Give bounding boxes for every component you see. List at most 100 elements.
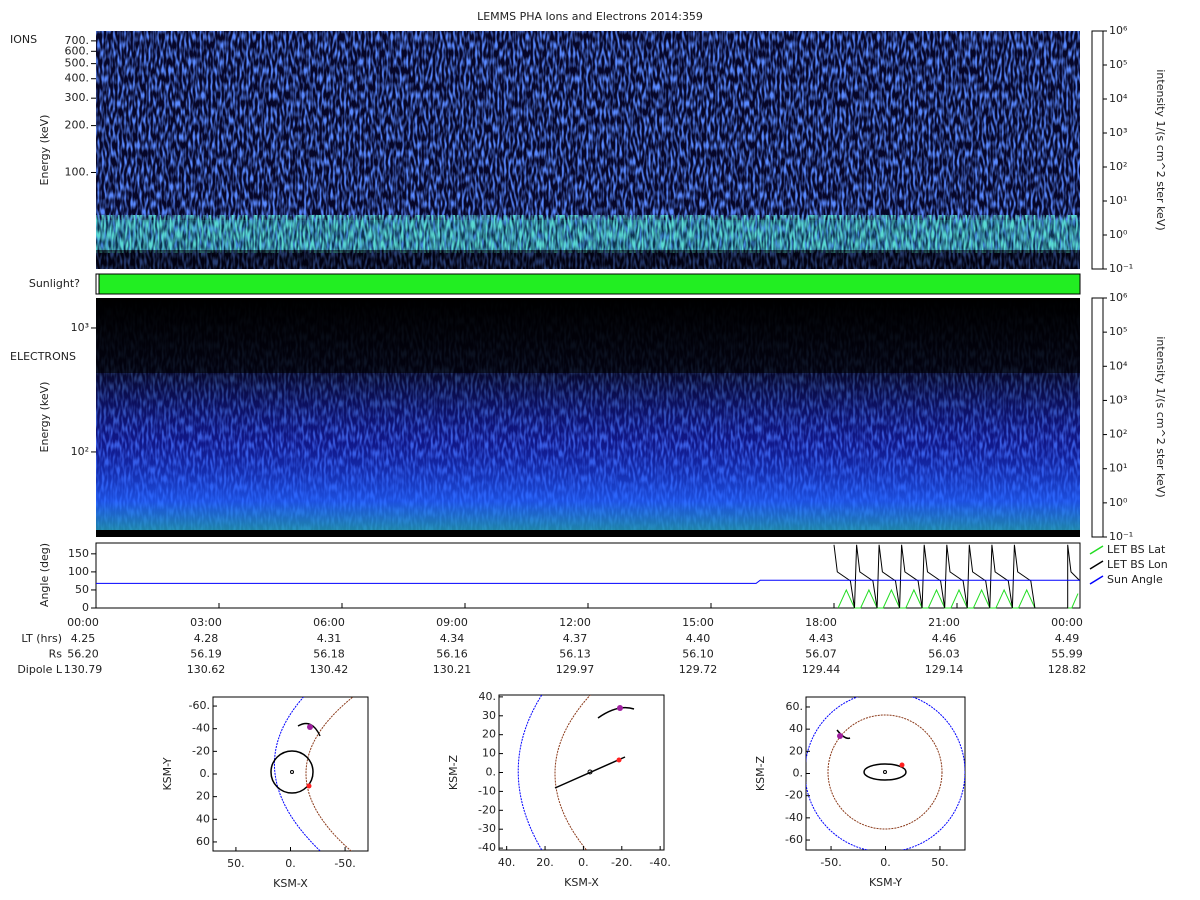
y-axis-label: KSM-Y — [161, 757, 174, 790]
electrons-label: ELECTRONS — [10, 350, 76, 363]
y-tick-label: 200. — [65, 119, 90, 132]
y-tick-label: -60 — [785, 833, 803, 846]
x-tick-label: 0. — [285, 857, 296, 870]
colorbar-tick-label: 10⁶ — [1109, 291, 1128, 304]
ephemeris-value: 129.14 — [925, 663, 964, 676]
ephemeris-value: 56.20 — [67, 648, 99, 661]
y-tick-label: -60. — [189, 699, 210, 712]
x-tick-label: -40. — [649, 856, 670, 869]
x-tick-label: 40. — [498, 856, 516, 869]
y-tick-label: -40 — [478, 841, 496, 854]
y-tick-label: 400. — [65, 72, 90, 85]
ephemeris-value: 129.72 — [679, 663, 718, 676]
colorbar-title: intensity 1/(s cm^2 ster keV) — [1154, 336, 1167, 497]
x-tick-label: -20. — [611, 856, 632, 869]
y-tick-label: 20 — [196, 790, 210, 803]
x-tick-label: 50. — [227, 857, 245, 870]
y-tick-label: 40 — [196, 812, 210, 825]
y-axis-label: Energy (keV) — [38, 115, 51, 186]
y-tick-label: 100. — [65, 165, 90, 178]
y-tick-label: -20 — [192, 744, 210, 757]
x-axis-label: KSM-X — [273, 877, 308, 890]
x-tick-label: 00:00 — [67, 616, 99, 629]
x-tick-label: 0. — [578, 856, 589, 869]
x-tick-label: 50. — [931, 856, 949, 869]
ephemeris-value: 4.31 — [317, 632, 342, 645]
colorbar-tick-label: 10⁻¹ — [1109, 530, 1133, 543]
x-tick-label: 0. — [880, 856, 891, 869]
x-tick-label: 00:00 — [1051, 616, 1083, 629]
title: LEMMS PHA Ions and Electrons 2014:359 — [477, 10, 703, 23]
x-tick-label: -50. — [820, 856, 841, 869]
ephemeris-value: 130.21 — [433, 663, 472, 676]
angle-line — [833, 544, 1081, 609]
x-tick-label: 20. — [536, 856, 554, 869]
sunlight-label: Sunlight? — [29, 277, 80, 290]
y-axis-label: Energy (keV) — [38, 382, 51, 453]
ephemeris-label: Dipole L — [17, 663, 63, 676]
colorbar-title: intensity 1/(s cm^2 ster keV) — [1154, 69, 1167, 230]
ephemeris-value: 130.42 — [310, 663, 349, 676]
x-tick-label: 03:00 — [190, 616, 222, 629]
y-axis-label: KSM-Z — [754, 755, 767, 791]
sunlight-gap — [95, 273, 100, 295]
y-tick-label: 50 — [75, 583, 89, 596]
legend-swatch — [1089, 545, 1104, 555]
ephemeris-value: 4.43 — [809, 632, 834, 645]
electron-spectrogram — [96, 298, 1080, 537]
ephemeris-value: 56.10 — [682, 648, 714, 661]
y-tick-label: 10 — [482, 747, 496, 760]
ephemeris-value: 56.18 — [313, 648, 345, 661]
y-tick-label: 10³ — [71, 321, 89, 334]
colorbar-tick-label: 10⁶ — [1109, 24, 1128, 37]
ions-label: IONS — [10, 33, 37, 46]
y-axis-label: Angle (deg) — [38, 543, 51, 607]
ephemeris-label: LT (hrs) — [21, 632, 62, 645]
x-tick-label: 06:00 — [313, 616, 345, 629]
y-tick-label: 60 — [196, 835, 210, 848]
ephemeris-value: 4.46 — [932, 632, 957, 645]
orbit-panel — [498, 694, 665, 851]
colorbar-tick-label: 10⁻¹ — [1109, 262, 1133, 275]
angle-line — [837, 588, 1079, 609]
orbit-panel — [805, 696, 966, 851]
y-tick-label: -10 — [478, 784, 496, 797]
y-tick-label: 700. — [65, 34, 90, 47]
x-axis-label: KSM-Y — [869, 876, 902, 889]
x-axis-label: KSM-X — [564, 876, 599, 889]
colorbar-tick-label: 10⁴ — [1109, 92, 1128, 105]
ephemeris-value: 129.97 — [556, 663, 595, 676]
x-tick-label: 12:00 — [559, 616, 591, 629]
y-tick-label: 40 — [789, 722, 803, 735]
ephemeris-value: 4.28 — [194, 632, 219, 645]
ephemeris-value: 56.19 — [190, 648, 222, 661]
legend-swatch — [1089, 560, 1104, 570]
ephemeris-value: 56.13 — [559, 648, 591, 661]
y-tick-label: 100 — [68, 565, 89, 578]
colorbar — [1091, 297, 1104, 538]
ephemeris-value: 4.37 — [563, 632, 588, 645]
y-tick-label: -40 — [785, 811, 803, 824]
ephemeris-value: 4.49 — [1055, 632, 1080, 645]
y-tick-label: 300. — [65, 91, 90, 104]
angle-line — [96, 579, 1080, 584]
y-tick-label: -30 — [478, 822, 496, 835]
ephemeris-value: 56.07 — [805, 648, 837, 661]
y-tick-label: 10² — [71, 445, 89, 458]
ephemeris-value: 130.62 — [187, 663, 226, 676]
y-tick-label: -20 — [478, 803, 496, 816]
y-tick-label: 500. — [65, 57, 90, 70]
x-tick-label: 21:00 — [928, 616, 960, 629]
y-tick-label: -20 — [785, 789, 803, 802]
colorbar-tick-label: 10² — [1109, 160, 1127, 173]
colorbar-tick-label: 10² — [1109, 428, 1127, 441]
legend-label: Sun Angle — [1107, 573, 1163, 586]
y-tick-label: 600. — [65, 44, 90, 57]
ephemeris-label: Rs — [49, 648, 63, 661]
colorbar-tick-label: 10¹ — [1109, 194, 1127, 207]
colorbar-tick-label: 10³ — [1109, 126, 1127, 139]
y-tick-label: 30 — [482, 709, 496, 722]
x-tick-label: 18:00 — [805, 616, 837, 629]
colorbar-tick-label: 10⁰ — [1109, 496, 1128, 509]
